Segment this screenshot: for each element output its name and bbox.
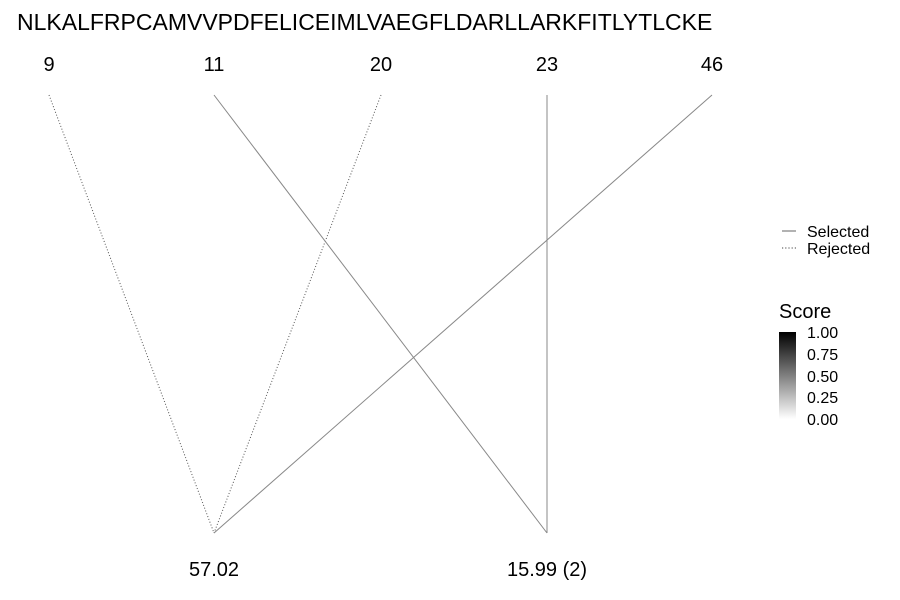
link-rejected [48,94,215,534]
score-tick: 0.25 [807,390,838,407]
position-label: 20 [370,54,392,76]
position-label: 9 [43,54,54,76]
mass-labels: 57.02 15.99 (2) [189,559,587,581]
position-label: 11 [204,54,225,76]
link-selected [213,94,713,534]
mass-label: 57.02 [189,559,239,581]
link-selected [213,94,548,534]
score-tick: 0.50 [807,369,838,386]
position-label: 46 [701,54,723,76]
mass-label: 15.99 (2) [507,559,587,581]
position-labels: 9 11 20 23 46 [43,54,723,76]
legend-rejected-label: Rejected [807,241,870,258]
linetype-legend: Selected Rejected [782,224,870,258]
link-rejected [213,94,382,534]
score-tick: 0.00 [807,412,838,429]
score-colorbar [779,332,796,419]
legend-selected-label: Selected [807,224,869,241]
score-tick: 1.00 [807,325,838,342]
links-group [48,94,713,534]
sequence-label: NLKALFRPCAMVVPDFELICEIMLVAEGFLDARLLARKFI… [17,9,712,35]
score-legend-title: Score [779,301,831,323]
score-legend: Score 1.00 0.75 0.50 0.25 0.00 [779,301,838,429]
score-tick: 0.75 [807,347,838,364]
position-label: 23 [536,54,558,76]
